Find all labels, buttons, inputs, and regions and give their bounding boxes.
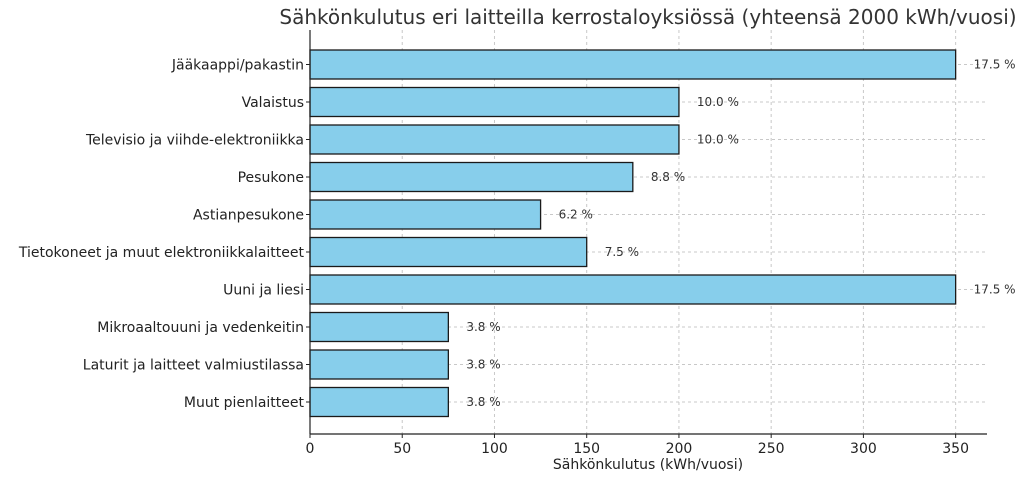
category-label: Jääkaappi/pakastin — [171, 58, 304, 74]
bar — [309, 86, 680, 118]
category-label: Uuni ja liesi — [223, 283, 304, 299]
bar — [309, 311, 450, 343]
category-label: Valaistus — [242, 95, 304, 111]
bar — [309, 349, 450, 380]
x-axis-label: Sähkönkulutus (kWh/vuosi) — [553, 457, 743, 473]
x-tick-label: 100 — [481, 441, 508, 457]
data-label: 6.2 % — [559, 208, 593, 222]
data-label: 17.5 % — [974, 283, 1016, 297]
category-label: Pesukone — [238, 170, 304, 186]
category-label: Laturit ja laitteet valmiustilassa — [83, 358, 304, 374]
category-label: Televisio ja viihde-elektroniikka — [85, 133, 304, 149]
x-tick-label: 200 — [666, 441, 693, 457]
data-label: 10.0 % — [697, 95, 739, 109]
data-label: 10.0 % — [697, 133, 739, 147]
data-label: 3.8 % — [466, 358, 500, 372]
category-label: Astianpesukone — [193, 208, 304, 224]
bar — [309, 199, 542, 230]
x-tick-label: 50 — [393, 441, 411, 457]
bar — [309, 124, 680, 155]
chart-title: Sähkönkulutus eri laitteilla kerrostaloy… — [279, 5, 1016, 29]
bars — [309, 49, 957, 418]
data-label: 17.5 % — [974, 58, 1016, 72]
axes: 0 50 100 150 200 250 300 350 — [306, 30, 987, 457]
category-label: Muut pienlaitteet — [184, 395, 305, 411]
bar — [309, 236, 588, 268]
bar — [309, 274, 957, 305]
category-label: Tietokoneet ja muut elektroniikkalaittee… — [18, 245, 305, 261]
x-tick-label: 250 — [758, 441, 785, 457]
category-label: Mikroaaltouuni ja vedenkeitin — [97, 320, 304, 336]
x-tick-label: 300 — [850, 441, 877, 457]
category-labels: Jääkaappi/pakastin Valaistus Televisio ja … — [18, 58, 305, 412]
data-label: 7.5 % — [605, 245, 639, 259]
x-tick-label: 150 — [573, 441, 600, 457]
bar — [309, 386, 450, 418]
data-label: 8.8 % — [651, 170, 685, 184]
x-tick-label: 350 — [942, 441, 969, 457]
bar — [309, 161, 634, 193]
data-label: 3.8 % — [466, 395, 500, 409]
data-label: 3.8 % — [466, 320, 500, 334]
x-tick-label: 0 — [306, 441, 315, 457]
bar — [309, 49, 957, 80]
data-labels: 17.5 % 10.0 % 10.0 % 8.8 % 6.2 % 7.5 % 17.5 % 3… — [466, 58, 1015, 410]
